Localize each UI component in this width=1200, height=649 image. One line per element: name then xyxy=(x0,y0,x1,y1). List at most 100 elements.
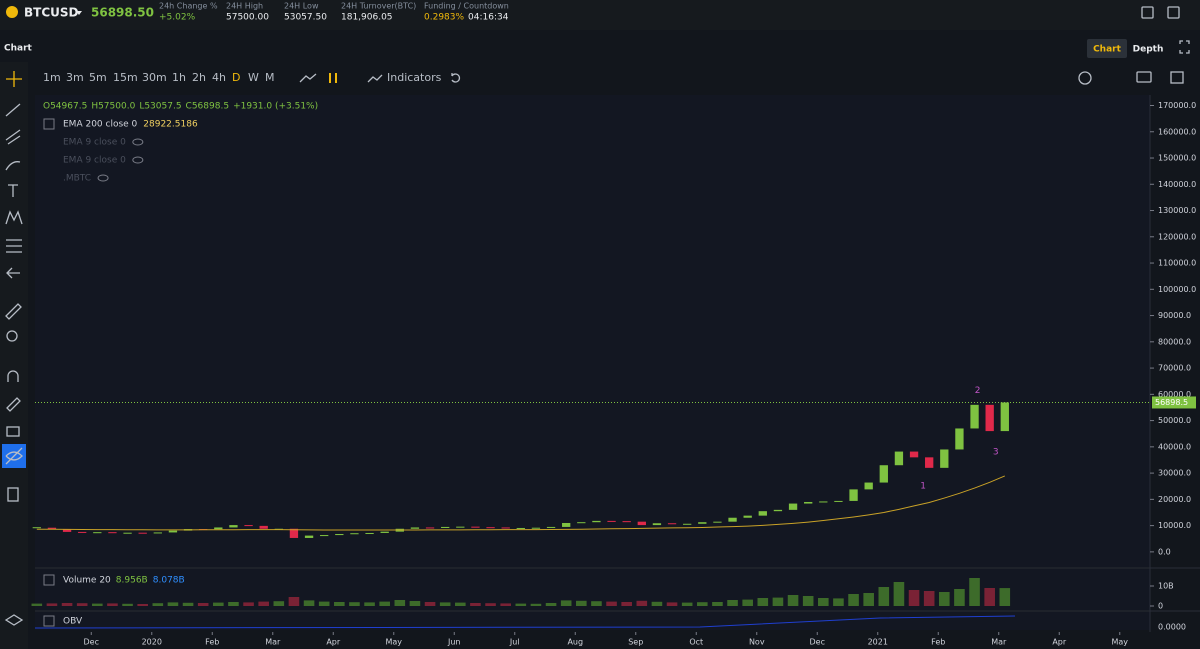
hidden-icon[interactable] xyxy=(132,138,144,146)
pattern-tool[interactable] xyxy=(5,210,23,225)
interval[interactable]: 1h xyxy=(172,71,186,84)
snapshot-icon[interactable] xyxy=(1136,71,1152,83)
collapse-toggle[interactable] xyxy=(43,118,55,130)
trash-tool[interactable] xyxy=(7,487,19,502)
volume-bar xyxy=(863,593,874,606)
symbol[interactable]: BTCUSD xyxy=(24,6,79,20)
prediction-tool[interactable] xyxy=(6,239,22,253)
candle xyxy=(940,449,949,468)
interval[interactable]: 30m xyxy=(142,71,167,84)
volume-bar xyxy=(288,597,300,606)
interval[interactable]: D xyxy=(232,71,240,84)
volume-bar xyxy=(621,602,632,606)
interval[interactable]: 5m xyxy=(89,71,107,84)
x-tick-label: Dec xyxy=(84,638,99,647)
candle xyxy=(970,404,979,429)
volume-bar xyxy=(712,602,723,606)
collapse-toggle[interactable] xyxy=(43,574,55,586)
x-tick-label: Feb xyxy=(205,638,219,647)
collapse-toggle[interactable] xyxy=(43,615,55,627)
line-type-icon[interactable] xyxy=(299,73,317,83)
interval[interactable]: M xyxy=(265,71,275,84)
interval[interactable]: 3m xyxy=(66,71,84,84)
candle xyxy=(410,527,420,529)
y-tick-label: 60000.0 xyxy=(1158,390,1191,399)
undo-icon[interactable] xyxy=(451,73,461,83)
symbol-dropdown[interactable] xyxy=(76,11,82,15)
tab[interactable]: Depth xyxy=(1133,45,1164,55)
volume-bar xyxy=(833,598,844,606)
candle xyxy=(728,517,737,522)
indicators-icon[interactable] xyxy=(367,74,383,83)
x-tick-label: 2021 xyxy=(868,638,888,647)
volume-bar xyxy=(848,594,859,606)
save-icon[interactable] xyxy=(1170,71,1184,84)
interval[interactable]: 4h xyxy=(212,71,226,84)
ema-line xyxy=(36,475,1005,531)
candle xyxy=(380,531,389,533)
volume-bar xyxy=(318,601,330,606)
back-tool[interactable] xyxy=(6,267,20,279)
brush-tool[interactable] xyxy=(5,161,21,171)
volume-bar xyxy=(455,602,466,606)
layout-icon[interactable] xyxy=(1167,6,1180,19)
crosshair-tool[interactable] xyxy=(6,71,22,87)
volume-bar xyxy=(818,598,829,606)
y-tick-label: 20000.0 xyxy=(1158,495,1191,504)
last-price: 56898.50 xyxy=(91,6,154,20)
interval[interactable]: 1m xyxy=(43,71,61,84)
volume-bar xyxy=(31,603,43,606)
fib-tool[interactable] xyxy=(5,129,21,145)
settings-icon[interactable] xyxy=(1141,6,1154,19)
candle xyxy=(743,515,752,518)
y-tick-label: 130000.0 xyxy=(1158,206,1196,215)
volume-bar xyxy=(213,602,224,606)
volume-bar xyxy=(76,603,88,606)
trendline-tool[interactable] xyxy=(5,103,21,117)
candle-type-icon[interactable] xyxy=(329,73,337,83)
settings-icon[interactable] xyxy=(1078,71,1092,85)
magnet-tool[interactable] xyxy=(7,370,19,382)
indicators-button[interactable]: Indicators xyxy=(387,71,442,84)
candle xyxy=(652,523,662,526)
obv-line xyxy=(34,615,1016,629)
candle xyxy=(773,509,783,512)
candle xyxy=(607,520,616,522)
volume-bar xyxy=(984,588,995,606)
zoom-tool[interactable] xyxy=(6,330,18,342)
hidden-icon[interactable] xyxy=(132,156,144,164)
last-price-tag xyxy=(1152,396,1196,409)
ohlc-value: +1931.0 (+3.51%) xyxy=(233,102,318,112)
text-tool[interactable] xyxy=(8,184,18,197)
interval[interactable]: W xyxy=(248,71,259,84)
volume-bar xyxy=(576,600,587,606)
stat-label: Funding / Countdown xyxy=(424,2,509,11)
lock-tool[interactable] xyxy=(6,426,20,437)
volume-bar xyxy=(878,587,890,606)
stat-label: 24H Low xyxy=(284,2,319,11)
interval[interactable]: 15m xyxy=(113,71,138,84)
y-tick-label: 150000.0 xyxy=(1158,154,1196,163)
volume-bar xyxy=(500,603,511,606)
ohlc-value: H57500.0 xyxy=(91,102,135,112)
candle xyxy=(47,527,57,530)
x-tick-label: 2020 xyxy=(142,638,162,647)
volume-bar xyxy=(167,602,179,606)
interval[interactable]: 2h xyxy=(192,71,206,84)
lock-draw-tool[interactable] xyxy=(6,397,21,412)
price-pane xyxy=(35,95,1150,567)
layers-tool[interactable] xyxy=(4,614,24,626)
hidden-icon[interactable] xyxy=(97,174,109,182)
fullscreen-icon[interactable] xyxy=(1179,40,1190,54)
measure-tool[interactable] xyxy=(5,303,22,320)
hide-tool[interactable] xyxy=(5,447,23,465)
wave-label: 3 xyxy=(993,448,999,458)
candle xyxy=(894,451,904,466)
candle xyxy=(62,529,72,532)
volume-bar xyxy=(424,602,436,606)
volume-bar xyxy=(182,602,194,606)
candle xyxy=(637,521,646,526)
tab[interactable]: Chart xyxy=(1093,45,1122,55)
volume-bar xyxy=(197,603,209,606)
